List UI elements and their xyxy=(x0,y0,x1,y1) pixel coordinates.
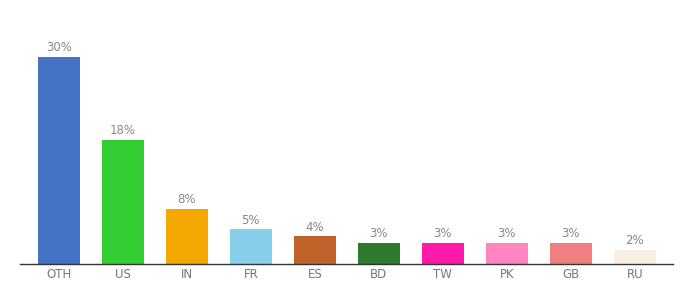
Text: 30%: 30% xyxy=(46,41,71,54)
Text: 4%: 4% xyxy=(305,220,324,234)
Bar xyxy=(550,243,592,264)
Bar xyxy=(614,250,656,264)
Text: 18%: 18% xyxy=(109,124,136,137)
Bar xyxy=(230,230,271,264)
Bar xyxy=(166,209,207,264)
Bar xyxy=(102,140,143,264)
Bar xyxy=(486,243,528,264)
Text: 3%: 3% xyxy=(434,227,452,241)
Text: 2%: 2% xyxy=(626,234,644,248)
Text: 3%: 3% xyxy=(369,227,388,241)
Bar xyxy=(358,243,400,264)
Text: 3%: 3% xyxy=(562,227,580,241)
Bar xyxy=(294,236,336,264)
Text: 8%: 8% xyxy=(177,193,196,206)
Bar xyxy=(38,56,80,264)
Text: 3%: 3% xyxy=(498,227,516,241)
Bar xyxy=(422,243,464,264)
Text: 5%: 5% xyxy=(241,214,260,227)
